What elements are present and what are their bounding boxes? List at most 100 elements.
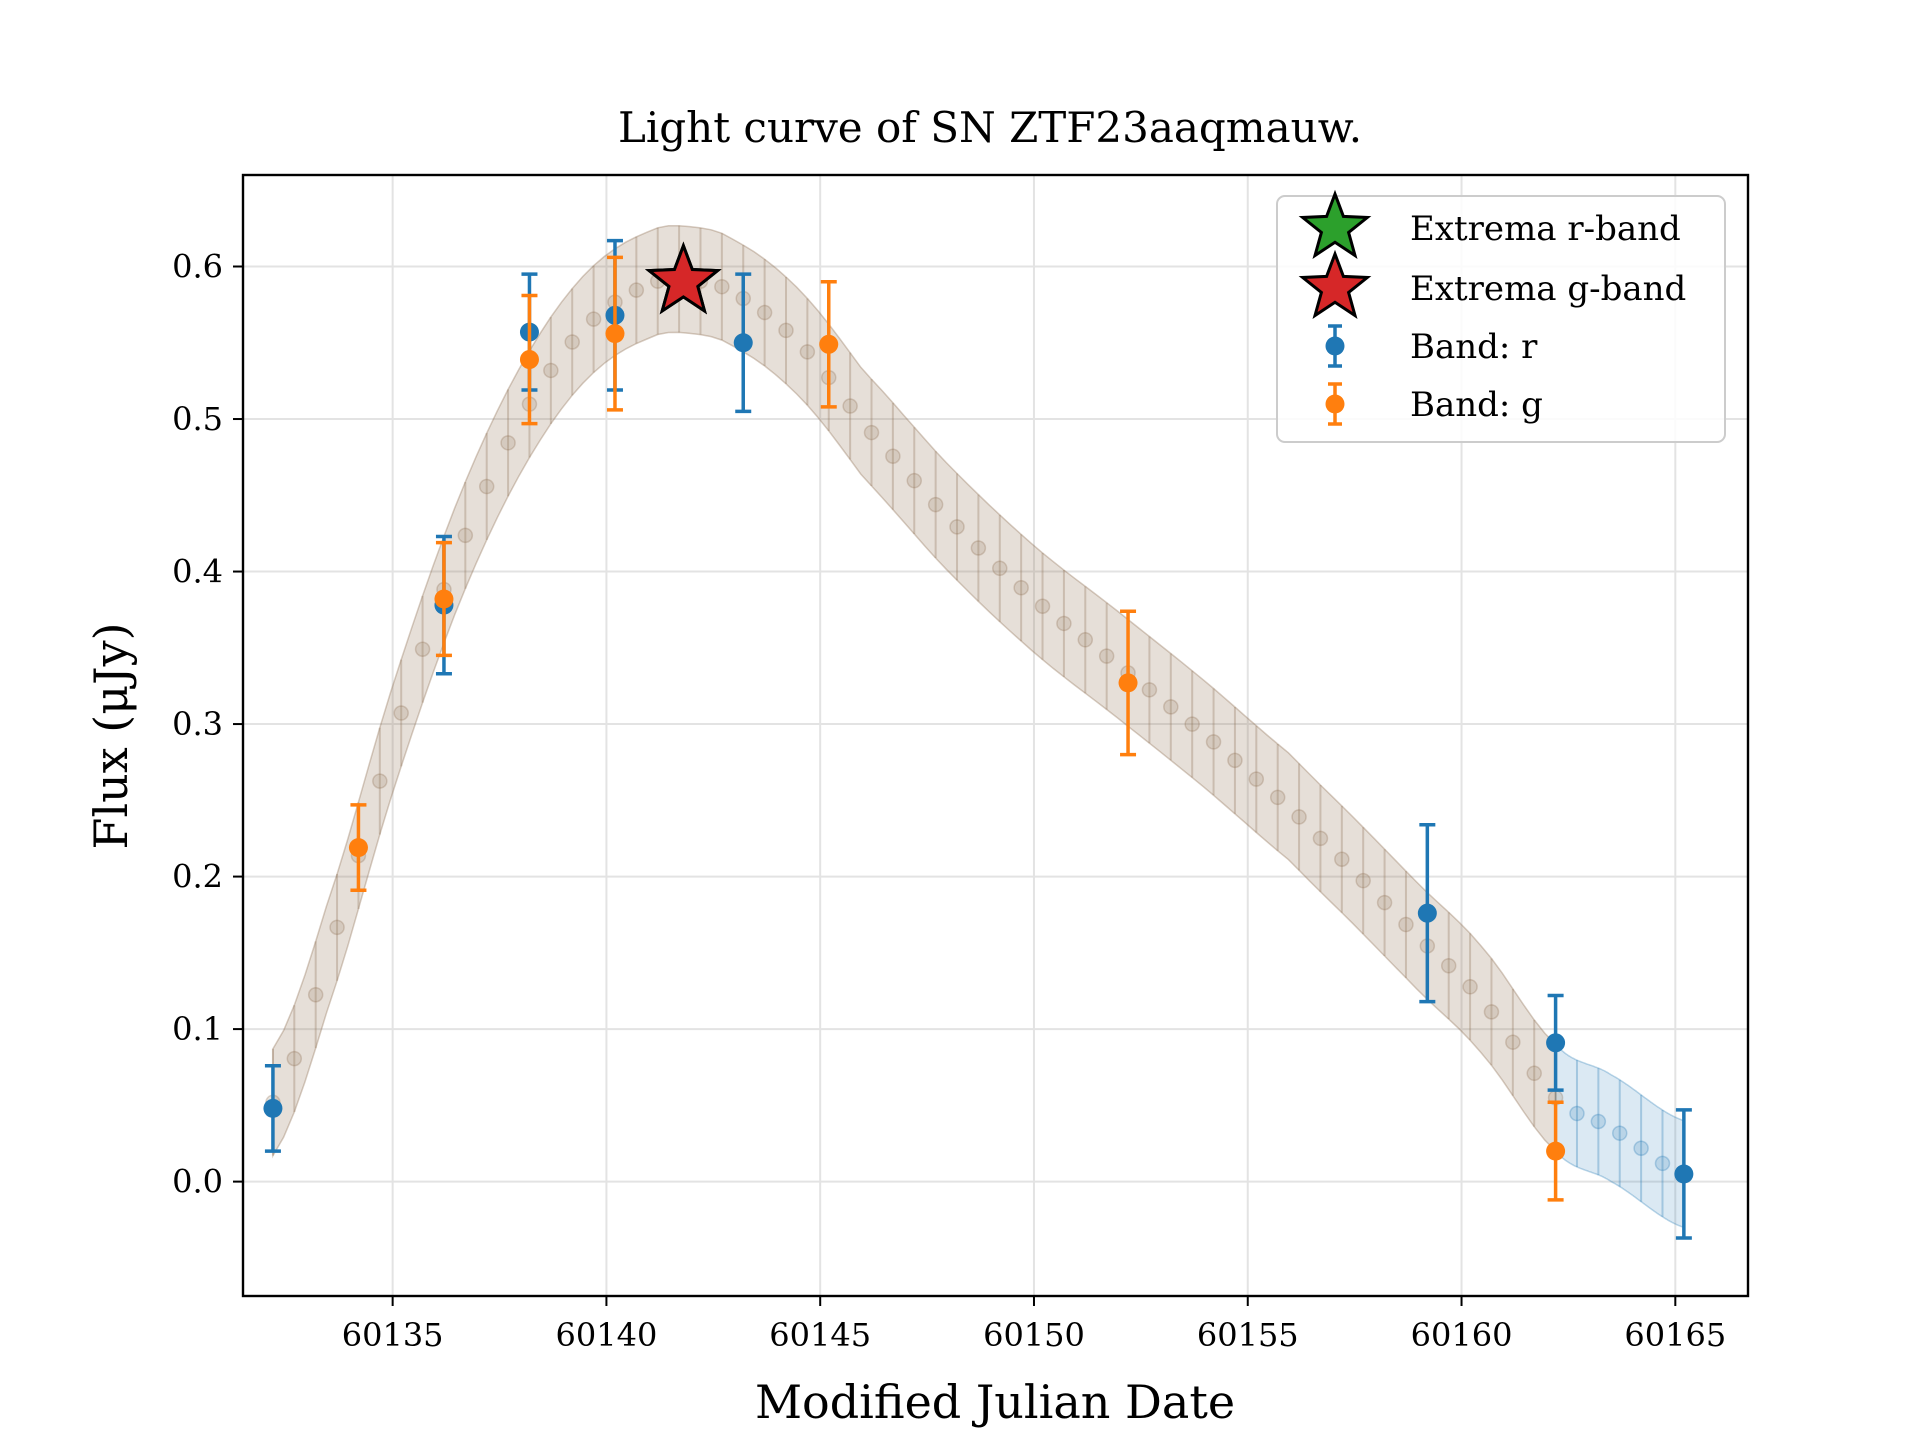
model-point (970, 540, 987, 556)
model-point (543, 362, 559, 379)
model-point (1034, 598, 1051, 615)
legend-label-extrema-r: Extrema r-band (1410, 209, 1681, 249)
legend-markers (1298, 189, 1372, 426)
x-axis-ticks: 60135 60140 60145 60150 60155 60160 60165 (342, 1296, 1726, 1354)
band-g-point (434, 589, 454, 609)
model-point (1526, 1065, 1542, 1082)
model-point (1611, 1125, 1628, 1141)
chart-title: Light curve of SN ZTF23aaqmauw. (618, 103, 1362, 152)
legend-label-band-r: Band: r (1410, 327, 1538, 367)
model-point (1462, 979, 1478, 995)
model-point (906, 472, 923, 489)
model-point (992, 560, 1008, 577)
plot-frame (241, 173, 1750, 1298)
band-r-point (263, 1098, 283, 1118)
y-tick-label: 0.5 (172, 400, 223, 438)
band-g-point (1546, 1141, 1566, 1161)
y-axis-ticks: 0.0 0.1 0.2 0.3 0.4 0.5 0.6 (172, 248, 243, 1201)
model-point (863, 424, 880, 441)
band-r-point (733, 333, 753, 353)
model-point (756, 304, 773, 321)
model-point (799, 344, 816, 360)
model-point (1355, 872, 1371, 889)
y-tick-label: 0.0 (172, 1163, 223, 1201)
legend-marker-band-r-dot (1325, 336, 1345, 356)
legend-marker-extrema-g (1298, 249, 1372, 319)
model-point (949, 519, 965, 535)
extrema-g-star (645, 241, 722, 315)
x-tick-label: 60140 (556, 1316, 658, 1354)
y-tick-label: 0.4 (172, 553, 223, 591)
model-point (1376, 894, 1393, 911)
legend-marker-extrema-r (1298, 189, 1372, 259)
model-point (1184, 716, 1200, 732)
x-tick-label: 60165 (1624, 1316, 1726, 1354)
x-tick-label: 60135 (342, 1316, 444, 1354)
y-tick-label: 0.1 (172, 1010, 223, 1048)
x-tick-label: 60150 (983, 1316, 1085, 1354)
model-point (1398, 916, 1414, 933)
band-r-point (1417, 903, 1437, 923)
legend-box (1276, 195, 1726, 443)
model-point (1141, 682, 1158, 698)
legend: Extrema r-band Extrema g-band Band: r Ba… (1276, 189, 1726, 443)
model-point (927, 496, 944, 513)
y-tick-label: 0.6 (172, 248, 223, 286)
data-points (263, 238, 1694, 1240)
model-point (628, 282, 645, 298)
model-point (1227, 752, 1243, 769)
model-point (1098, 648, 1115, 664)
model-point (1633, 1140, 1649, 1157)
band-r-point (1674, 1164, 1694, 1184)
model-point (1334, 851, 1350, 867)
model-point (1269, 789, 1286, 806)
x-axis-label: Modified Julian Date (755, 1375, 1235, 1429)
y-tick-label: 0.2 (172, 858, 223, 896)
band-r-point (1546, 1033, 1566, 1053)
y-tick-label: 0.3 (172, 705, 223, 743)
model-point (1248, 771, 1265, 787)
model-point (500, 435, 516, 451)
model-point (1312, 830, 1329, 847)
model-point (1291, 809, 1307, 825)
model-point (1013, 579, 1029, 596)
model-point (457, 527, 474, 544)
y-axis-label: Flux (μJy) (84, 622, 138, 849)
model-point (414, 641, 431, 657)
band-g-point (605, 324, 625, 344)
x-tick-label: 60160 (1411, 1316, 1513, 1354)
model-point (778, 322, 794, 339)
legend-label-band-g: Band: g (1410, 385, 1543, 425)
model-point (1590, 1113, 1607, 1130)
model-point (372, 773, 388, 789)
model-point (1077, 632, 1094, 648)
model-point (842, 398, 858, 414)
model-point (714, 278, 730, 295)
band-g-point (348, 838, 368, 858)
x-tick-label: 60145 (769, 1316, 871, 1354)
model-point (1205, 734, 1222, 750)
legend-label-extrema-g: Extrema g-band (1410, 269, 1686, 309)
model-point (885, 448, 901, 464)
model-point (1483, 1004, 1500, 1020)
band-g-point (1118, 673, 1138, 693)
band-g-point (519, 350, 539, 370)
model-point (585, 311, 602, 327)
model-point (478, 478, 495, 495)
x-tick-label: 60155 (1197, 1316, 1299, 1354)
model-point (1163, 699, 1179, 715)
model-point (1056, 615, 1072, 632)
legend-marker-band-g-dot (1325, 394, 1345, 414)
model-point (1440, 957, 1457, 974)
model-point (329, 919, 345, 936)
model-point (1569, 1105, 1585, 1122)
model-point (286, 1050, 303, 1067)
model-point (393, 705, 409, 721)
model-point (307, 987, 324, 1003)
model-point (1505, 1034, 1521, 1050)
model-point (1654, 1155, 1671, 1172)
band-g-point (819, 334, 839, 354)
model-point (564, 334, 580, 350)
extrema-markers (645, 241, 722, 315)
